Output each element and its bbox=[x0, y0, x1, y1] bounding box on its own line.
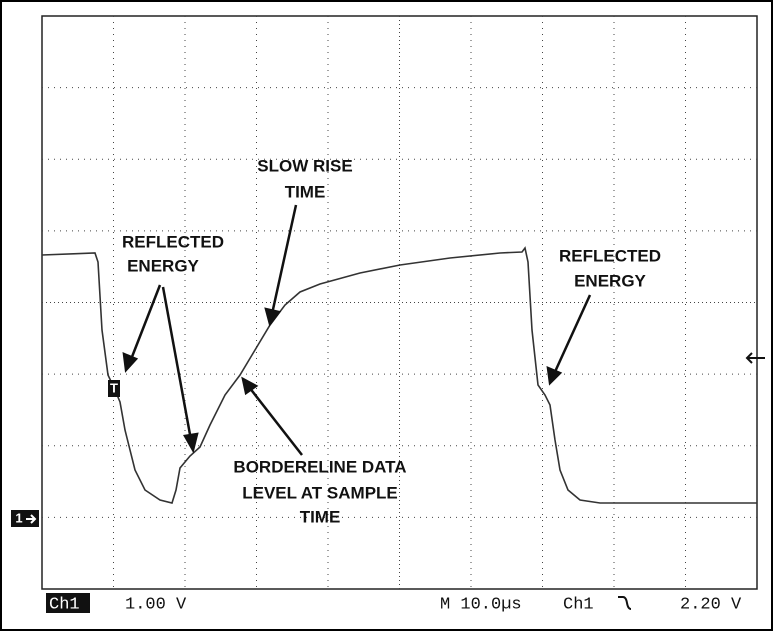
annotation: ENERGY bbox=[127, 256, 199, 275]
status-channel: Ch1 bbox=[49, 595, 80, 614]
annotation: SLOW RISE bbox=[257, 156, 352, 175]
channel-arrow bbox=[26, 514, 37, 524]
annotation: TIME bbox=[300, 507, 341, 526]
annotation: LEVEL AT SAMPLE bbox=[242, 483, 398, 502]
annotation: TIME bbox=[285, 182, 326, 201]
status-timebase: M 10.0µs bbox=[440, 595, 522, 614]
annotation: REFLECTED bbox=[122, 232, 224, 251]
trigger-marker-label: T bbox=[110, 380, 118, 395]
channel-marker-label: 1 bbox=[15, 510, 22, 525]
trigger-slope-icon bbox=[618, 596, 632, 610]
annotation: ENERGY bbox=[574, 271, 646, 290]
status-scale: 1.00 V bbox=[125, 595, 187, 614]
annotation: REFLECTED bbox=[559, 246, 661, 265]
annotation: BORDERELINE DATA bbox=[233, 457, 406, 476]
status-trigger-level: 2.20 V bbox=[680, 595, 742, 614]
status-trigger-channel: Ch1 bbox=[563, 595, 594, 614]
trigger-marker bbox=[108, 380, 120, 397]
channel-badge bbox=[46, 593, 90, 613]
arrows bbox=[122, 204, 592, 456]
trigger-level-arrow bbox=[745, 352, 765, 364]
